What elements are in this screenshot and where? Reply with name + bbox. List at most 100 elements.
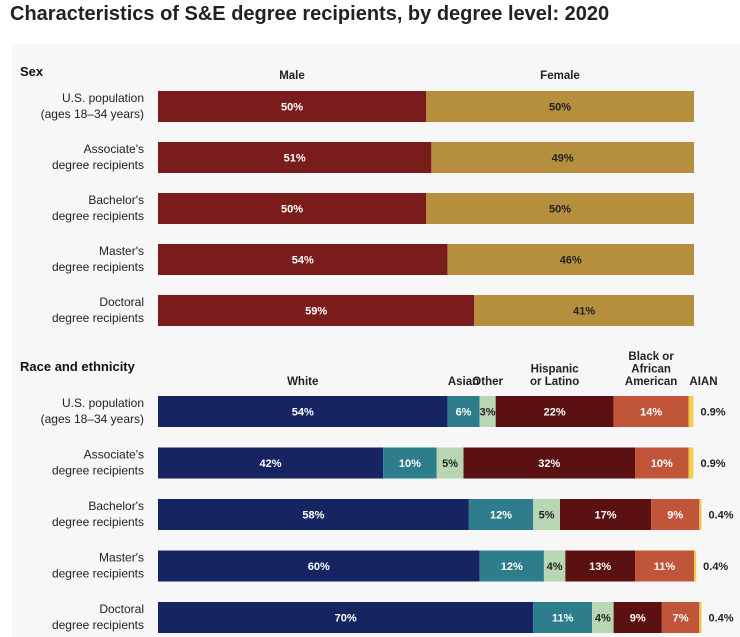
panel-title: Race and ethnicity: [20, 359, 136, 374]
data-label: 10%: [399, 458, 421, 470]
data-label: 0.4%: [703, 561, 728, 573]
bar-segment: [543, 550, 566, 582]
data-label: 54%: [292, 407, 314, 419]
bar-segment: [468, 499, 534, 530]
data-label: 59%: [305, 306, 327, 318]
bar-segment: [158, 295, 475, 326]
data-label: 51%: [284, 153, 306, 165]
data-label: 58%: [302, 510, 324, 522]
bar-segment: [431, 142, 694, 173]
category-label: degree recipients: [52, 567, 144, 581]
data-label: 50%: [549, 204, 571, 216]
category-label: Associate's: [84, 142, 144, 156]
bar-segment: [699, 602, 702, 633]
data-label: 60%: [308, 561, 330, 573]
bar-segment: [158, 91, 426, 122]
bar-segment: [694, 550, 697, 582]
data-label: 70%: [335, 613, 357, 625]
bar-segment: [474, 295, 694, 326]
panel-title: Sex: [20, 64, 44, 79]
bar-segment: [533, 499, 560, 530]
category-label: degree recipients: [52, 618, 144, 632]
chart-svg: Sex Male Female U.S. population (ages 18–34 …: [20, 64, 734, 633]
bar-segment: [635, 550, 694, 582]
data-label: 54%: [292, 255, 314, 267]
category-label: degree recipients: [52, 158, 144, 172]
bar-segment: [158, 396, 448, 427]
data-label: 7%: [673, 613, 689, 625]
bar-segment: [592, 602, 614, 633]
data-label: 12%: [490, 510, 512, 522]
category-label: degree recipients: [52, 464, 144, 478]
legend-label: Hispanic: [531, 364, 580, 376]
bar-segment: [436, 447, 464, 479]
bar-segment: [158, 550, 480, 582]
bar-segment: [158, 244, 448, 275]
category-label: Doctoral: [99, 602, 144, 616]
data-label: 41%: [573, 306, 595, 318]
data-label: 14%: [640, 407, 662, 419]
bar-segment: [383, 447, 437, 479]
bar-segment: [447, 244, 694, 275]
bar-segment: [158, 142, 432, 173]
legend-label: Male: [279, 70, 305, 82]
bar-segment: [158, 193, 426, 224]
data-label: 50%: [281, 102, 303, 114]
data-label: 50%: [549, 102, 571, 114]
legend-label: Asian: [448, 376, 479, 388]
bar-segment: [495, 396, 614, 427]
bar-segment: [688, 447, 694, 479]
data-label: 0.9%: [700, 458, 725, 470]
data-label: 11%: [654, 561, 676, 573]
legend-label: Black or: [628, 351, 674, 363]
data-label: 11%: [552, 613, 574, 625]
data-label: 5%: [442, 458, 458, 470]
legend-label: or Latino: [530, 376, 579, 388]
category-label: Master's: [99, 244, 144, 258]
bar-segment: [447, 396, 480, 427]
legend-label: Female: [540, 70, 580, 82]
category-label: Doctoral: [99, 295, 144, 309]
data-label: 50%: [281, 204, 303, 216]
category-label: (ages 18–34 years): [41, 412, 144, 426]
bar-segment: [463, 447, 636, 479]
data-label: 49%: [552, 153, 574, 165]
bar-segment: [479, 550, 544, 582]
category-label: Master's: [99, 551, 144, 565]
category-label: Bachelor's: [88, 499, 144, 513]
bar-segment: [158, 499, 469, 530]
category-label: degree recipients: [52, 515, 144, 529]
legend-label: American: [625, 376, 677, 388]
data-label: 5%: [539, 510, 555, 522]
chart-title: Characteristics of S&E degree recipients…: [10, 3, 610, 25]
category-label: degree recipients: [52, 260, 144, 274]
data-label: 6%: [456, 407, 472, 419]
legend-label: AIAN: [689, 376, 717, 388]
data-label: 3%: [480, 407, 496, 419]
bar-segment: [651, 499, 700, 530]
bar-segment: [661, 602, 700, 633]
data-label: 4%: [595, 613, 611, 625]
data-label: 46%: [560, 255, 582, 267]
data-label: 9%: [667, 510, 683, 522]
category-label: (ages 18–34 years): [41, 107, 144, 121]
category-label: U.S. population: [62, 396, 144, 410]
bar-segment: [560, 499, 652, 530]
data-label: 13%: [589, 561, 611, 573]
bar-segment: [688, 396, 694, 427]
bar-segment: [426, 193, 694, 224]
bar-segment: [613, 602, 662, 633]
bar-segment: [635, 447, 689, 479]
legend-label: African: [631, 364, 671, 376]
data-label: 32%: [538, 458, 560, 470]
data-label: 0.4%: [709, 510, 734, 522]
legend-label: Other: [472, 376, 503, 388]
data-label: 10%: [651, 458, 673, 470]
data-label: 4%: [547, 561, 563, 573]
category-label: Bachelor's: [88, 193, 144, 207]
bar-segment: [158, 602, 534, 633]
bar-segment: [158, 447, 384, 479]
category-label: U.S. population: [62, 91, 144, 105]
data-label: 12%: [501, 561, 523, 573]
category-label: degree recipients: [52, 311, 144, 325]
